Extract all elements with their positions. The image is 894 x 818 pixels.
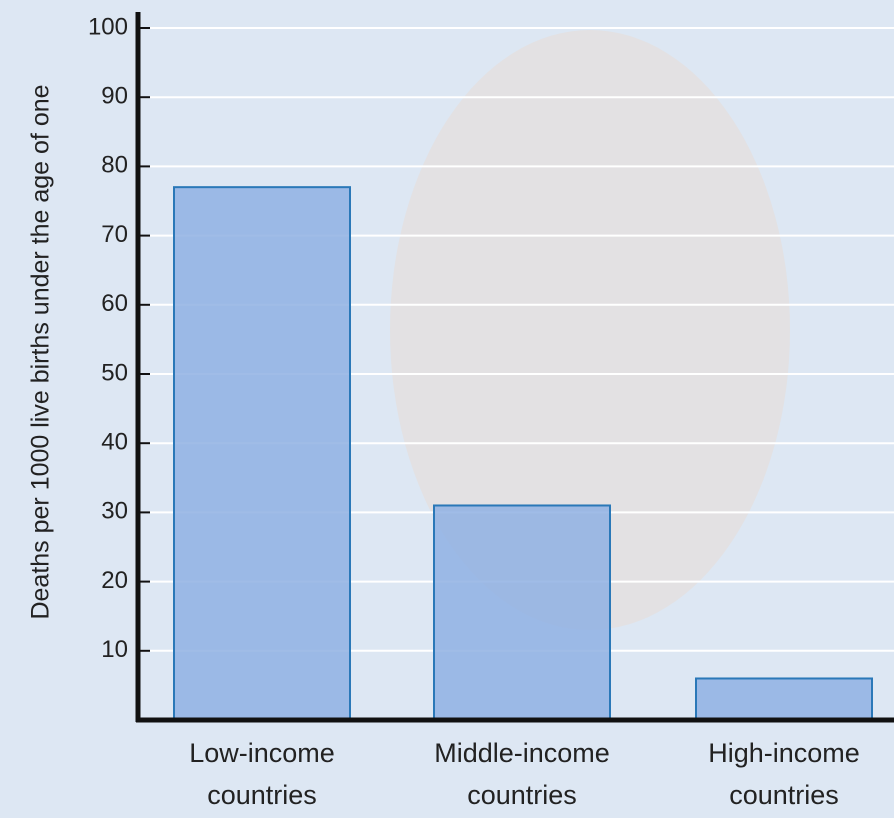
y-tick-label: 30 — [101, 498, 128, 525]
y-tick-label: 20 — [101, 567, 128, 594]
y-tick-label: 90 — [101, 83, 128, 110]
bar — [695, 677, 873, 721]
x-tick-label: Middle-income countries — [434, 738, 610, 810]
y-tick-label: 40 — [101, 429, 128, 456]
photo-backdrop — [390, 30, 790, 630]
y-tick-label: 80 — [101, 152, 128, 179]
y-tick-label: 70 — [101, 221, 128, 248]
y-tick-label: 100 — [88, 13, 128, 40]
y-tick-label: 50 — [101, 359, 128, 386]
y-tick-label: 60 — [101, 290, 128, 317]
y-tick-label: 10 — [101, 636, 128, 663]
y-axis-label: Deaths per 1000 live births under the ag… — [27, 84, 55, 619]
x-tick-label: High-income countries — [708, 738, 860, 810]
bar — [173, 186, 351, 722]
x-tick-label: Low-income countries — [189, 738, 335, 810]
bar — [433, 504, 611, 722]
